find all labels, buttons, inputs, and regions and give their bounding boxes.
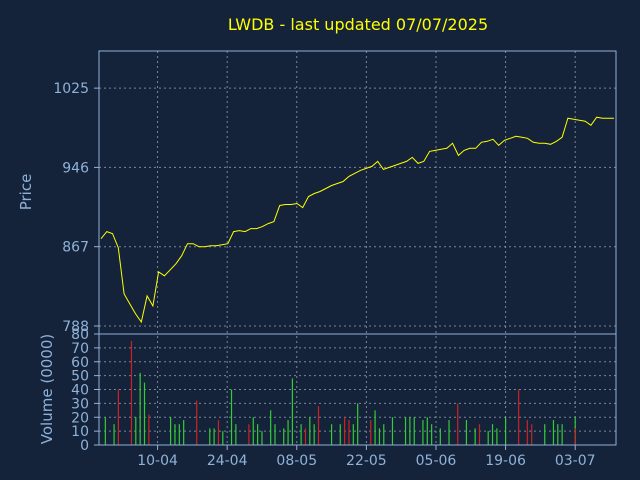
date-tick-label: 03-07 [555,453,596,469]
volume-tick-label: 80 [71,327,89,343]
date-axis-ticks: 10-04 24-04 08-05 22-05 05-06 19-06 03-07 [137,445,596,469]
volume-axis-label: Volume (0000) [38,334,56,444]
price-axis-label: Price [17,174,35,211]
volume-tick-label: 0 [80,438,89,454]
volume-grid [99,347,616,432]
volume-bars [104,340,576,445]
volume-tick-label: 30 [71,396,89,412]
volume-tick-label: 70 [71,341,89,357]
date-tick-label: 05-06 [416,453,457,469]
date-tick-label: 22-05 [346,453,387,469]
date-tick-label: 24-04 [207,453,248,469]
price-tick-label: 788 [62,319,89,335]
date-tick-label: 10-04 [137,453,178,469]
price-tick-label: 867 [62,240,89,256]
volume-tick-label: 50 [71,369,89,385]
volume-tick-label: 60 [71,355,89,371]
date-tick-label: 08-05 [276,453,317,469]
price-grid [99,51,616,445]
chart-title: LWDB - last updated 07/07/2025 [228,15,488,34]
date-tick-label: 19-06 [485,453,526,469]
volume-tick-label: 10 [71,424,89,440]
price-line [100,116,614,324]
price-axis-ticks: 788 867 946 1025 [53,81,99,335]
price-tick-label: 946 [62,160,89,176]
volume-tick-label: 20 [71,410,89,426]
volume-tick-label: 40 [71,383,89,399]
price-plot-frame [98,50,617,335]
price-tick-label: 1025 [53,81,89,97]
